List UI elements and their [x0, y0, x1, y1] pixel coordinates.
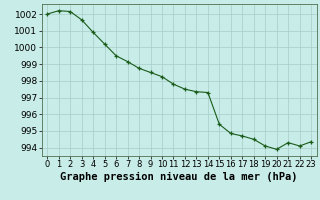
X-axis label: Graphe pression niveau de la mer (hPa): Graphe pression niveau de la mer (hPa) [60, 172, 298, 182]
